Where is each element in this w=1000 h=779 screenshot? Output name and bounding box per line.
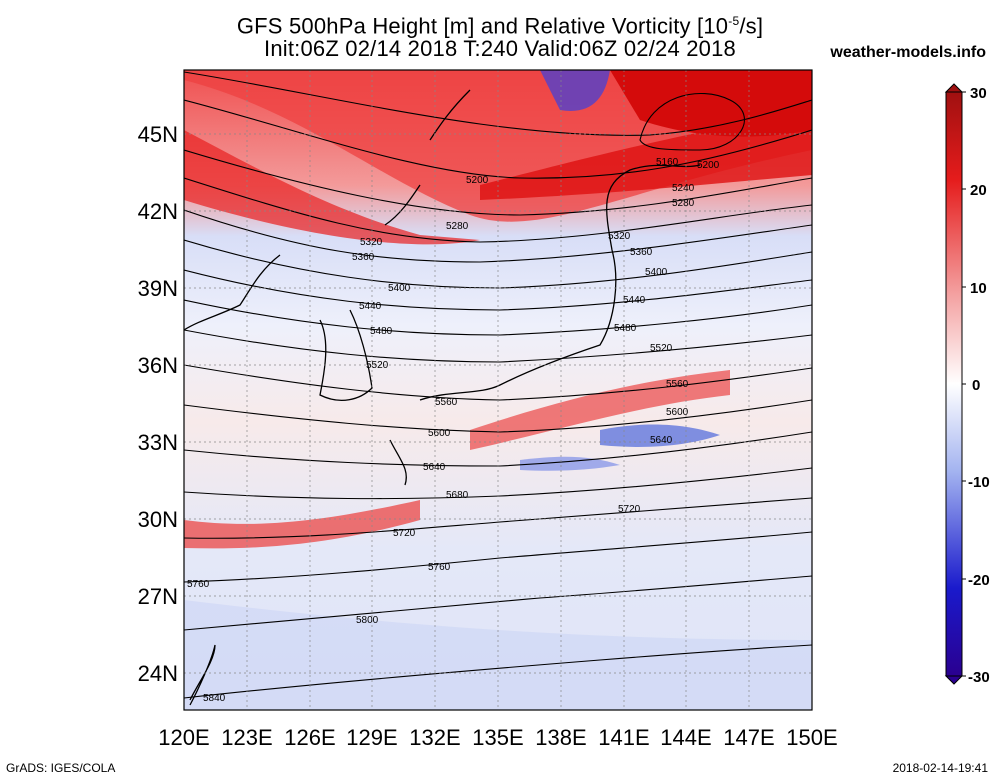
lat-tick-label: 30N — [138, 507, 178, 532]
colorbar-bottom-arrow — [944, 675, 964, 685]
colorbar-label: -30 — [968, 669, 990, 686]
contour-label: 5440 — [359, 301, 382, 312]
colorbar-label: 30 — [970, 85, 987, 102]
colorbar-label: 20 — [970, 182, 987, 199]
software-credit: GrADS: IGES/COLA — [6, 761, 116, 775]
title-exponent: -5 — [728, 14, 740, 28]
colorbar-top-arrow — [944, 83, 964, 93]
title-main: GFS 500hPa Height [m] and Relative Vorti… — [236, 13, 729, 39]
contour-labels: 5160 5200 5200 5240 5280 5280 5320 5320 … — [187, 157, 720, 704]
colorbar-label: -20 — [968, 572, 990, 589]
contour-label: 5760 — [428, 562, 451, 573]
contour-label: 5480 — [614, 323, 637, 334]
lon-tick-label: 144E — [660, 725, 711, 750]
contour-label: 5440 — [623, 295, 646, 306]
lat-tick-label: 24N — [138, 661, 178, 686]
contour-label: 5720 — [393, 528, 416, 539]
title-unit: /s] — [739, 13, 764, 39]
contour-label: 5360 — [352, 252, 375, 263]
site-credit: weather-models.info — [830, 44, 986, 61]
contour-label: 5400 — [388, 283, 411, 294]
contour-label: 5560 — [666, 379, 689, 390]
colorbar: 30 20 10 0 -10 -20 -30 — [944, 83, 990, 686]
colorbar-scale — [945, 91, 963, 677]
contour-label: 5520 — [650, 343, 673, 354]
lat-tick-label: 36N — [138, 353, 178, 378]
colorbar-label: -10 — [968, 474, 990, 491]
lon-tick-label: 135E — [472, 725, 523, 750]
contour-label: 5600 — [666, 407, 689, 418]
contour-label: 5240 — [672, 183, 695, 194]
contour-label: 5280 — [446, 221, 469, 232]
contour-label: 5800 — [356, 615, 379, 626]
lon-tick-label: 123E — [221, 725, 272, 750]
contour-label: 5560 — [435, 397, 458, 408]
contour-label: 5760 — [187, 579, 210, 590]
lat-tick-label: 33N — [138, 430, 178, 455]
lat-tick-label: 39N — [138, 276, 178, 301]
contour-label: 5720 — [618, 504, 641, 515]
contour-label: 5640 — [650, 435, 673, 446]
colorbar-label: 0 — [972, 377, 980, 394]
lat-tick-label: 42N — [138, 199, 178, 224]
map-subtitle: Init:06Z 02/14 2018 T:240 Valid:06Z 02/2… — [264, 36, 736, 61]
contour-label: 5400 — [645, 267, 668, 278]
lon-tick-label: 141E — [598, 725, 649, 750]
lon-tick-label: 132E — [409, 725, 460, 750]
contour-label: 5280 — [672, 198, 695, 209]
lon-tick-label: 150E — [786, 725, 837, 750]
lon-tick-label: 129E — [346, 725, 397, 750]
lon-tick-label: 126E — [284, 725, 335, 750]
colorbar-label: 10 — [970, 280, 987, 297]
contour-label: 5480 — [370, 326, 393, 337]
contour-label: 5160 — [656, 157, 679, 168]
lat-tick-label: 27N — [138, 584, 178, 609]
map-title: GFS 500hPa Height [m] and Relative Vorti… — [0, 8, 1000, 39]
contour-label: 5200 — [697, 160, 720, 171]
latitude-axis: 45N 42N 39N 36N 33N 30N 27N 24N — [138, 122, 178, 686]
contour-label: 5320 — [360, 237, 383, 248]
lon-tick-label: 120E — [158, 725, 209, 750]
lon-tick-label: 147E — [723, 725, 774, 750]
lon-tick-label: 138E — [535, 725, 586, 750]
contour-label: 5520 — [366, 360, 389, 371]
contour-label: 5360 — [630, 247, 653, 258]
vorticity-field — [184, 70, 812, 710]
contour-label: 5680 — [446, 490, 469, 501]
map-frame — [183, 69, 813, 711]
contour-label: 5200 — [466, 175, 489, 186]
contour-label: 5320 — [608, 231, 631, 242]
contour-label: 5600 — [428, 428, 451, 439]
contour-label: 5640 — [423, 462, 446, 473]
contour-label: 5840 — [203, 693, 226, 704]
lat-tick-label: 45N — [138, 122, 178, 147]
generated-timestamp: 2018-02-14-19:41 — [892, 761, 988, 775]
longitude-axis: 120E 123E 126E 129E 132E 135E 138E 141E … — [158, 725, 837, 750]
